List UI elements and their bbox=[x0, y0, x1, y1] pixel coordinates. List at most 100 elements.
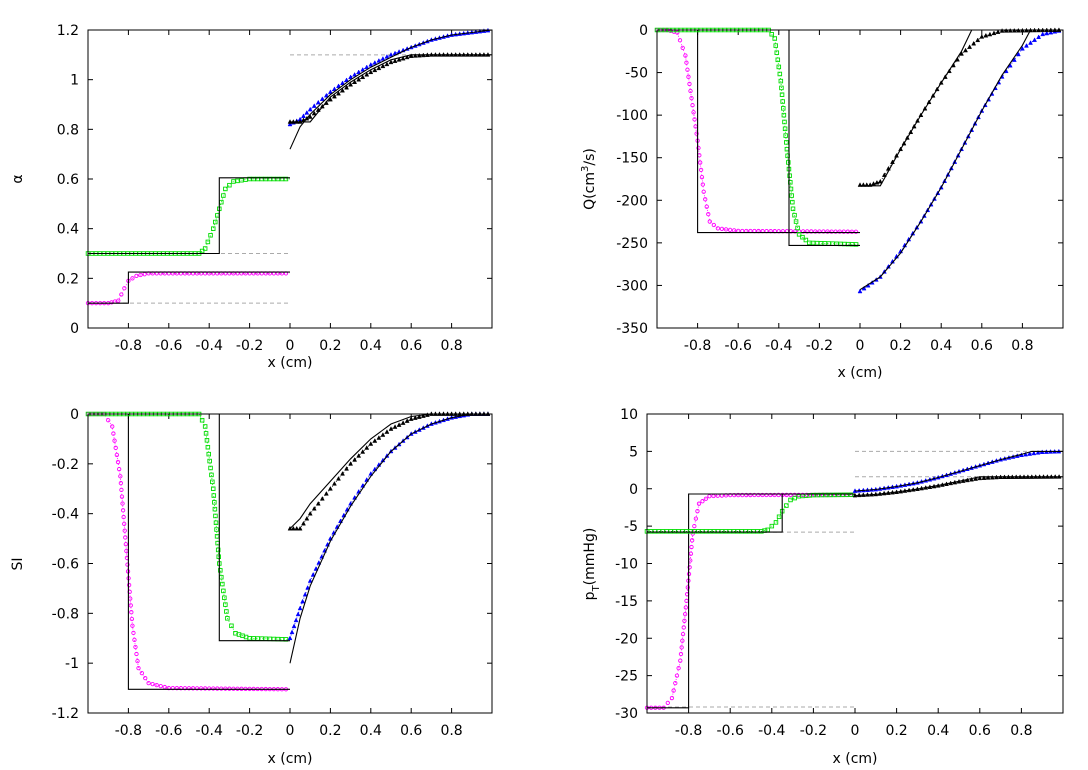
SI-vessel-2-numerical-point bbox=[255, 636, 260, 641]
Q-vessel-2-numerical-point bbox=[780, 99, 785, 104]
SI-vessel-1-numerical-point bbox=[227, 686, 232, 691]
SI-vessel-2-numerical-point bbox=[210, 479, 215, 485]
pT-vessel-1-numerical-point bbox=[678, 658, 683, 663]
SI-vessel-4-numerical-point bbox=[340, 471, 345, 476]
alpha-vessel-2-numerical-point bbox=[213, 219, 218, 225]
alpha-xtick-label: -0.4 bbox=[196, 338, 223, 354]
SI-ytick-label: -0.2 bbox=[52, 457, 79, 473]
Q-vessel-1-analytical-line bbox=[657, 29, 860, 234]
alpha-vessel-4-analytical-series bbox=[290, 54, 492, 123]
Q-xtick-label: 0.6 bbox=[971, 338, 993, 354]
SI-vessel-3-numerical-point bbox=[313, 566, 319, 571]
SI-vessel-4-numerical-point bbox=[416, 414, 422, 419]
pT-vessel-1-numerical-point bbox=[696, 501, 702, 506]
SI-vessel-1-numerical-point bbox=[133, 644, 138, 650]
alpha-vessel-3-numerical-point bbox=[352, 71, 358, 77]
alpha-vessel-4-numerical-point bbox=[400, 55, 406, 61]
pT-y-label-sub: T bbox=[591, 584, 602, 592]
Q-vessel-2-numerical-point bbox=[795, 225, 800, 231]
SI-vessel-1-numerical-point bbox=[125, 562, 130, 567]
pT-vessel-2-numerical-point bbox=[831, 492, 837, 498]
pT-axes-frame bbox=[646, 413, 1064, 714]
SI-vessel-1-numerical-point bbox=[158, 683, 163, 689]
pT-vessel-1-numerical-point bbox=[772, 492, 777, 498]
pT-vessel-1-numerical-point bbox=[685, 585, 690, 590]
Q-vessel-2-numerical-point bbox=[790, 206, 796, 212]
pT-vessel-3-numerical-point bbox=[1031, 450, 1037, 456]
Q-vessel-2-numerical-point bbox=[796, 232, 802, 237]
SI-ytick-label: 0 bbox=[70, 407, 79, 423]
pT-xtick-label: 0.4 bbox=[927, 723, 949, 739]
SI-vessel-1-numerical-point bbox=[134, 651, 139, 657]
SI-vessel-1-numerical-point bbox=[112, 438, 117, 443]
alpha-vessel-3-numerical-point bbox=[356, 69, 362, 75]
Q-vessel-4-numerical-series bbox=[857, 27, 1064, 187]
Q-vessel-1-numerical-point bbox=[696, 145, 701, 151]
Q-vessel-4-numerical-point bbox=[967, 44, 973, 49]
alpha-vessel-3-numerical-point bbox=[319, 96, 325, 101]
Q-vessel-3-numerical-point bbox=[1019, 45, 1025, 51]
SI-vessel-1-numerical-point bbox=[178, 686, 184, 691]
alpha-vessel-4-numerical-point bbox=[304, 115, 310, 121]
Q-vessel-1-analytical-series bbox=[657, 29, 860, 234]
SI-vessel-1-numerical-point bbox=[110, 424, 115, 429]
pT-vessel-1-numerical-series bbox=[644, 492, 856, 710]
pT-vessel-1-numerical-point bbox=[707, 494, 712, 499]
SI-vessel-4-numerical-point bbox=[304, 515, 310, 521]
SI-vessel-1-numerical-point bbox=[136, 666, 141, 671]
Q-vessel-3-numerical-point bbox=[1040, 31, 1046, 37]
Q-xtick-label: -0.4 bbox=[765, 338, 792, 354]
SI-vessel-1-numerical-point bbox=[123, 535, 128, 540]
SI-vessel-2-numerical-point bbox=[210, 486, 216, 492]
Q-ytick-label: -50 bbox=[625, 66, 648, 82]
alpha-vessel-3-numerical-point bbox=[315, 99, 321, 105]
Q-vessel-4-numerical-point bbox=[979, 34, 985, 39]
pT-vessel-2-numerical-point bbox=[836, 492, 841, 498]
Q-vessel-1-numerical-point bbox=[692, 117, 697, 122]
alpha-xtick-label: 0.8 bbox=[440, 338, 462, 354]
alpha-vessel-3-numerical-point bbox=[380, 56, 386, 61]
Q-vessel-1-numerical-point bbox=[698, 160, 703, 165]
alpha-vessel-4-numerical-point bbox=[380, 63, 386, 69]
Q-vessel-1-numerical-point bbox=[703, 197, 708, 202]
SI-vessel-2-numerical-line bbox=[88, 413, 291, 640]
pT-xtick-label: -0.2 bbox=[800, 723, 827, 739]
Q-vessel-2-numerical-point bbox=[782, 126, 788, 132]
pT-vessel-4-numerical-point bbox=[977, 475, 983, 481]
alpha-vessel-4-numerical-point bbox=[392, 58, 398, 63]
Q-vessel-4-numerical-point bbox=[874, 179, 880, 185]
pT-vessel-1-numerical-point bbox=[681, 625, 686, 630]
pT-vessel-2-numerical-point bbox=[773, 520, 779, 525]
alpha-vessel-4-numerical-point bbox=[412, 53, 418, 58]
alpha-vessel-4-numerical-point bbox=[340, 87, 345, 93]
pT-vessel-2-numerical-point bbox=[811, 492, 816, 498]
alpha-vessel-4-numerical-line bbox=[290, 54, 492, 123]
pT-vessel-2-numerical-point bbox=[759, 529, 764, 534]
SI-vessel-1-numerical-point bbox=[120, 501, 125, 506]
SI-vessel-4-numerical-point bbox=[404, 418, 410, 423]
SI-ytick-label: -1.2 bbox=[52, 706, 79, 722]
Q-vessel-3-numerical-point bbox=[1015, 51, 1021, 57]
Q-vessel-2-numerical-point bbox=[779, 92, 785, 97]
alpha-vessel-2-numerical-series bbox=[85, 176, 290, 256]
pT-xtick-label: 0.8 bbox=[1010, 723, 1032, 739]
alpha-axes-frame bbox=[87, 29, 493, 329]
pT-y-axis-label: pT(mmHg) bbox=[582, 528, 602, 601]
pT-vessel-4-numerical-point bbox=[985, 475, 991, 480]
alpha-ytick-label: 0 bbox=[70, 321, 79, 337]
SI-vessel-1-numerical-point bbox=[207, 686, 212, 691]
SI-vessel-4-numerical-point bbox=[344, 466, 349, 471]
SI-vessel-1-numerical-point bbox=[113, 445, 118, 450]
alpha-vessel-1-numerical-point bbox=[116, 298, 121, 303]
Q-vessel-4-numerical-point bbox=[971, 40, 977, 46]
pT-ytick-label: -30 bbox=[615, 706, 638, 722]
SI-vessel-2-numerical-point bbox=[220, 581, 225, 587]
Q-vessel-1-numerical-point bbox=[690, 103, 695, 108]
Q-vessel-2-numerical-point bbox=[781, 106, 786, 111]
SI-vessel-3-numerical-point bbox=[310, 572, 316, 577]
pT-xtick-label: 0.2 bbox=[885, 723, 907, 739]
pT-vessel-1-numerical-point bbox=[740, 492, 745, 498]
SI-vessel-4-numerical-point bbox=[356, 453, 362, 458]
alpha-xtick-label: 0.6 bbox=[400, 338, 422, 354]
Q-vessel-1-numerical-point bbox=[694, 131, 699, 136]
